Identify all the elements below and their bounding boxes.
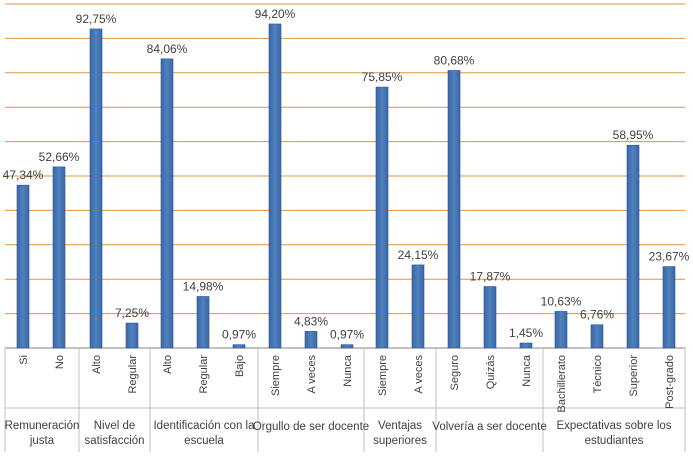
bar — [16, 184, 30, 349]
bar — [411, 264, 425, 349]
category-label: Siempre — [270, 355, 282, 396]
value-label: 23,67% — [649, 250, 690, 264]
bar — [662, 266, 676, 349]
value-label: 1,45% — [509, 326, 543, 340]
category-label: A veces — [306, 355, 318, 394]
category-label: Post-grado — [664, 355, 676, 409]
value-label: 4,83% — [294, 314, 328, 328]
value-label: 52,66% — [39, 150, 80, 164]
value-label: 24,15% — [398, 248, 439, 262]
group-label: superiores — [373, 435, 427, 447]
value-label: 94,20% — [255, 7, 296, 21]
value-label: 80,68% — [434, 53, 475, 67]
bar — [125, 322, 139, 349]
bar — [626, 144, 640, 349]
bar — [447, 70, 461, 349]
category-label: Nunca — [342, 354, 354, 387]
category-label: Regular — [198, 355, 210, 394]
group-label: justa — [29, 435, 55, 447]
group-label: Remuneración — [5, 420, 80, 432]
group-label: Expectativas sobre los — [556, 420, 671, 432]
bar — [375, 86, 389, 349]
value-label: 75,85% — [362, 70, 403, 84]
category-label: Técnico — [592, 355, 604, 394]
bar — [519, 342, 533, 349]
category-label: No — [54, 355, 66, 369]
bar — [340, 344, 354, 349]
group-label: Volvería a ser docente — [432, 421, 546, 433]
category-label: Seguro — [449, 355, 461, 390]
bar — [52, 166, 66, 349]
value-label: 58,95% — [613, 128, 654, 142]
bar — [196, 296, 210, 349]
value-label: 0,97% — [222, 328, 256, 342]
bar — [590, 324, 604, 349]
group-label: Nivel de — [94, 420, 136, 432]
value-label: 0,97% — [330, 328, 364, 342]
value-label: 14,98% — [183, 279, 224, 293]
category-label: A veces — [413, 355, 425, 394]
category-label: Alto — [91, 355, 103, 374]
group-label: satisfacción — [84, 435, 144, 447]
bar — [232, 344, 246, 349]
value-label: 10,63% — [541, 294, 582, 308]
bar — [160, 58, 174, 349]
group-label: Identificación con la — [153, 420, 255, 432]
group-label: escuela — [184, 435, 224, 447]
bar — [554, 311, 568, 349]
category-label: Alto — [162, 355, 174, 374]
category-label: Superior — [628, 355, 640, 397]
value-label: 84,06% — [147, 42, 188, 56]
category-label: Quizás — [485, 355, 497, 390]
value-label: 47,34% — [3, 168, 44, 182]
value-label: 92,75% — [76, 12, 117, 26]
group-label: estudiantes — [585, 435, 644, 447]
category-label: Nunca — [521, 354, 533, 387]
group-label: Orgullo de ser docente — [253, 421, 369, 433]
bar — [304, 331, 318, 349]
category-label: Bajo — [234, 355, 246, 377]
category-label: Bachillerato — [556, 355, 568, 412]
group-label: Ventajas — [378, 420, 422, 432]
bar — [483, 286, 497, 349]
category-label: Siempre — [377, 355, 389, 396]
bar — [268, 23, 282, 349]
value-label: 7,25% — [115, 306, 149, 320]
value-label: 17,87% — [470, 270, 511, 284]
value-label: 6,76% — [580, 308, 614, 322]
category-label: Si — [18, 355, 30, 365]
bar — [89, 28, 103, 349]
category-label: Regular — [127, 355, 139, 394]
